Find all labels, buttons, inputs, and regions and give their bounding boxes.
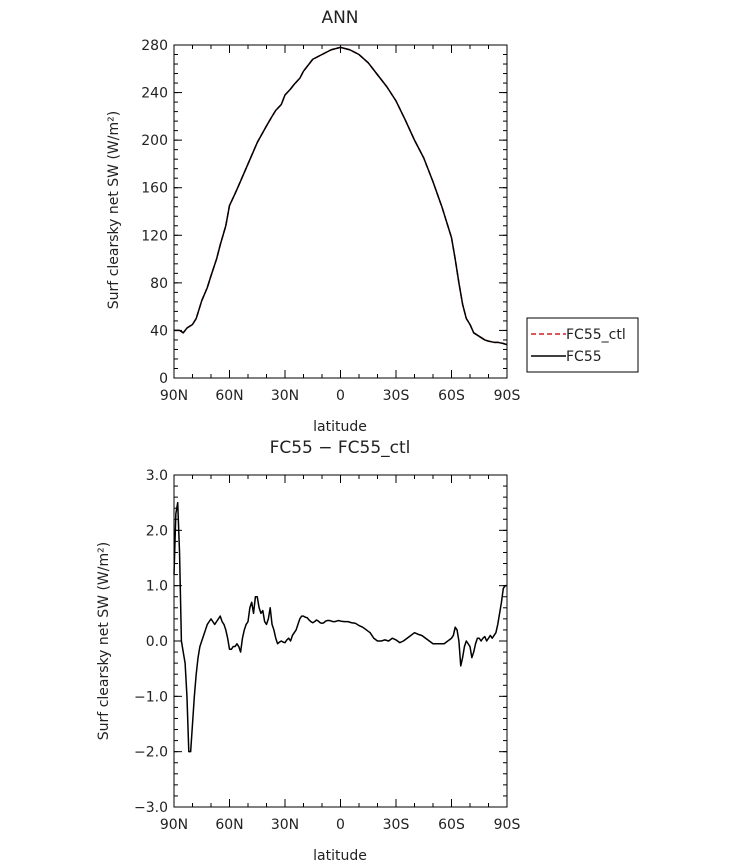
panel-bottom: FC55 − FC55_ctl 90N 60N 30N 0 30S 60S 90S −3.0 −… [96,438,520,864]
y-tick-label: 120 [141,228,168,244]
x-tick-label: 30N [271,388,299,404]
x-tick-label: 60N [215,817,243,833]
y-tick-label: 2.0 [146,523,168,539]
legend: FC55_ctl FC55 [526,317,639,373]
series-line-fc55-ctl [174,46,508,346]
legend-box [526,317,639,373]
panel-top: ANN 90N 60N 30N 0 30S 60S 90S 0 40 80 120 160 200 240… [106,8,639,435]
legend-label-fc55-ctl: FC55_ctl [566,327,626,343]
x-tick-label: 30S [383,388,410,404]
y-tick-label: −2.0 [134,745,168,761]
plot-area-top: 90N 60N 30N 0 30S 60S 90S 0 40 80 120 160 200 240 280 [141,38,520,404]
series-line-fc55 [174,46,508,346]
y-tick-label: 0 [159,371,168,387]
plot-area-bottom: 90N 60N 30N 0 30S 60S 90S −3.0 −2.0 −1.0 0.0 1.0 2.0… [134,468,520,833]
x-tick-label: 30S [383,817,410,833]
plot-frame-bottom [173,474,508,808]
legend-label-fc55: FC55 [566,349,602,365]
x-tick-label: 0 [336,817,345,833]
x-tick-label: 60S [438,817,465,833]
x-tick-label: 30N [271,817,299,833]
y-tick-label: −1.0 [134,689,168,705]
x-axis-label-top: latitude [313,419,367,435]
y-tick-label: 1.0 [146,579,168,595]
y-tick-label: 200 [141,133,168,149]
x-tick-label: 90S [494,388,521,404]
x-tick-label: 90S [494,817,521,833]
chart-title-top: ANN [321,8,358,28]
x-tick-label: 60S [438,388,465,404]
y-axis-label-bottom: Surf clearsky net SW (W/m²) [96,542,112,740]
x-tick-label: 60N [215,388,243,404]
x-tick-label: 90N [160,388,188,404]
y-tick-label: −3.0 [134,800,168,816]
plot-frame-top [173,44,508,379]
x-axis-label-bottom: latitude [313,848,367,864]
chart-title-bottom: FC55 − FC55_ctl [270,438,411,458]
y-tick-label: 40 [150,323,168,339]
y-axis-label-top: Surf clearsky net SW (W/m²) [106,111,122,309]
x-tick-label: 90N [160,817,188,833]
series-line-fc55 [173,501,507,753]
y-tick-label: 80 [150,276,168,292]
y-tick-label: 280 [141,38,168,54]
y-tick-label: 160 [141,181,168,197]
y-tick-label: 240 [141,86,168,102]
y-tick-label: 3.0 [146,468,168,484]
y-tick-label: 0.0 [146,634,168,650]
x-tick-label: 0 [336,388,345,404]
